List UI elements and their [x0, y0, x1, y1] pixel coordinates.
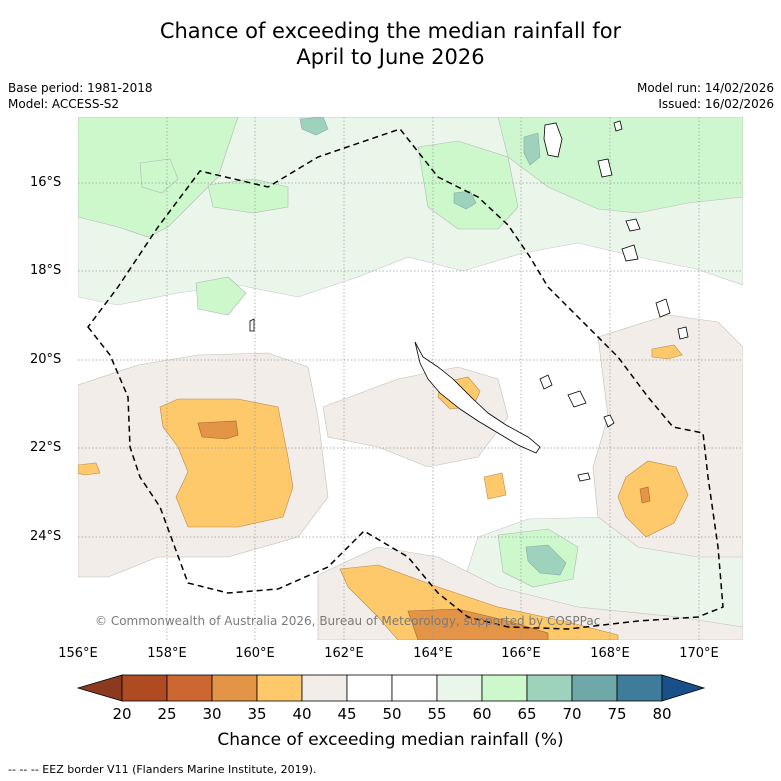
lat-label-24s: 24°S [30, 529, 62, 544]
zone-60-65-d [207, 178, 289, 214]
colorbar-under-arrow [76, 674, 123, 702]
zone-65-70-c [523, 132, 541, 166]
lon-label-160e: 160°E [235, 646, 275, 661]
colorbar-bin-70-75 [571, 674, 618, 702]
colorbar [76, 674, 706, 702]
vanuatu-aneityum [677, 326, 689, 340]
colorbar-tick-45: 45 [337, 705, 357, 723]
loyalty-islands-lifou [539, 374, 553, 390]
base-period: Base period: 1981-2018 [8, 81, 153, 95]
zone-60-65-f [195, 276, 247, 316]
colorbar-over-arrow [661, 674, 706, 702]
colorbar-bin-50-55 [391, 674, 438, 702]
colorbar-tick-55: 55 [427, 705, 447, 723]
colorbar-bin-60-65 [481, 674, 528, 702]
lon-label-170e: 170°E [679, 646, 719, 661]
colorbar-bin-45-50 [346, 674, 393, 702]
colorbar-tick-65: 65 [517, 705, 537, 723]
lon-label-168e: 168°E [590, 646, 630, 661]
vanuatu-tanna [655, 298, 671, 318]
colorbar-tick-30: 30 [202, 705, 222, 723]
zone-35-40-west [159, 398, 294, 528]
colorbar-tick-75: 75 [607, 705, 627, 723]
graticule [78, 117, 743, 640]
eez-border [87, 128, 724, 630]
vanuatu-efate [625, 218, 641, 232]
colorbar-bin-20-25 [121, 674, 168, 702]
vanuatu-espiritu-santo [543, 122, 563, 158]
zone-65-70-d [525, 544, 567, 576]
lat-label-22s: 22°S [30, 440, 62, 455]
model-name: Model: ACCESS-S2 [8, 97, 120, 111]
vanuatu-erromango [621, 244, 639, 262]
new-caledonia-island [414, 341, 541, 454]
colorbar-bin-35-40 [256, 674, 303, 702]
colorbar-bin-30-35 [211, 674, 258, 702]
issued-date: Issued: 16/02/2026 [658, 97, 774, 111]
colorbar-bin-25-30 [166, 674, 213, 702]
zone-35-40-west-edge [78, 462, 101, 476]
isle-of-pines [577, 472, 591, 482]
lat-label-18s: 18°S [30, 263, 62, 278]
zone-30-35-east [639, 486, 651, 504]
coastlines [249, 120, 689, 482]
model-run: Model run: 14/02/2026 [636, 81, 774, 95]
zone-35-40-ne [651, 344, 683, 360]
lat-label-20s: 20°S [30, 352, 62, 367]
title-line-1: Chance of exceeding the median rainfall … [159, 19, 622, 43]
meta-left: Base period: 1981-2018 Model: ACCESS-S2 [8, 80, 153, 112]
title-line-2: April to June 2026 [296, 45, 485, 69]
map-panel [78, 117, 743, 640]
colorbar-bin-65-70 [526, 674, 573, 702]
colorbar-tick-60: 60 [472, 705, 492, 723]
colorbar-tick-35: 35 [247, 705, 267, 723]
zone-35-40-east [617, 460, 689, 538]
lon-label-158e: 158°E [147, 646, 187, 661]
vanuatu-malekula [597, 158, 613, 178]
zone-60-65-b [298, 117, 743, 214]
lat-label-16s: 16°S [30, 175, 62, 190]
lon-label-164e: 164°E [413, 646, 453, 661]
lon-label-166e: 166°E [501, 646, 541, 661]
lon-label-162e: 162°E [324, 646, 364, 661]
zone-60-65-c [417, 140, 519, 230]
colorbar-label: Chance of exceeding median rainfall (%) [217, 730, 564, 750]
zone-35-40-south [339, 564, 619, 640]
meta-right: Model run: 14/02/2026 Issued: 16/02/2026 [637, 80, 774, 112]
colorbar-bin-40-45 [301, 674, 348, 702]
eez-footnote: -- -- -- EEZ border V11 (Flanders Marine… [8, 763, 317, 776]
zone-30-35-west [197, 420, 239, 440]
colorbar-tick-80: 80 [652, 705, 672, 723]
chart-title: Chance of exceeding the median rainfall … [0, 18, 781, 70]
loyalty-islands-mare [567, 390, 587, 408]
colorbar-bin-75-80 [616, 674, 663, 702]
colorbar-tick-20: 20 [112, 705, 132, 723]
colorbar-bin-55-60 [436, 674, 483, 702]
colorbar-tick-70: 70 [562, 705, 582, 723]
colorbar-tick-25: 25 [157, 705, 177, 723]
lon-label-156e: 156°E [58, 646, 98, 661]
vanuatu-banks [613, 120, 623, 132]
colorbar-tick-40: 40 [292, 705, 312, 723]
colorbar-tick-50: 50 [382, 705, 402, 723]
map-canvas [78, 117, 743, 640]
loyalty-islands-ouvea [603, 414, 615, 428]
zone-65-70-a [299, 117, 329, 136]
copyright-text: © Commonwealth of Australia 2026, Bureau… [95, 614, 601, 628]
small-islet-west [249, 318, 255, 332]
zone-35-40-mid [483, 472, 507, 500]
